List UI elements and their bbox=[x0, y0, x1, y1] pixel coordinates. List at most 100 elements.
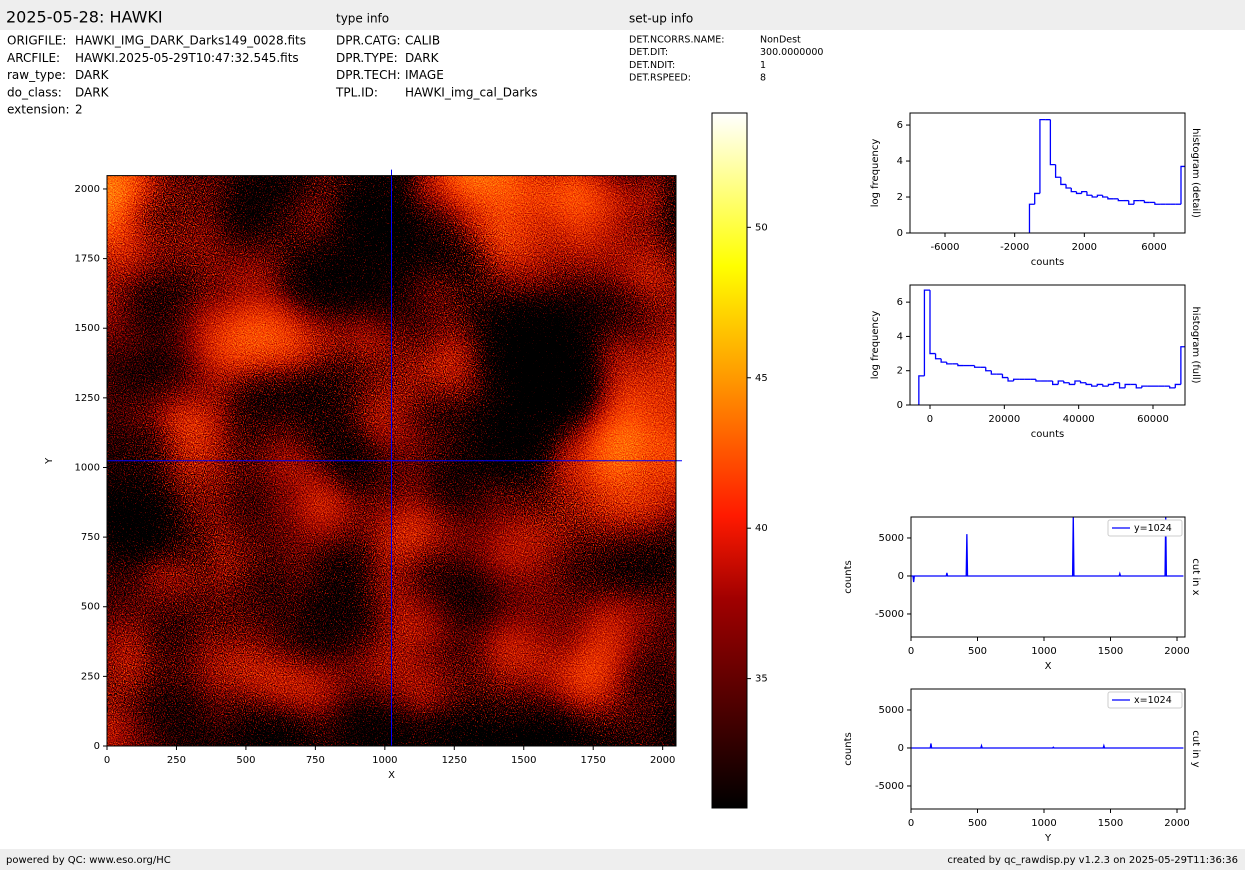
info-label: raw_type: bbox=[7, 68, 66, 82]
axes-frame bbox=[909, 284, 1186, 406]
y-tick-label: -5000 bbox=[875, 781, 904, 792]
histogram-step bbox=[1068, 382, 1075, 386]
info-label: DET.NCORRS.NAME: bbox=[629, 35, 725, 46]
histogram-step bbox=[1118, 382, 1126, 389]
x-tick-label: 1500 bbox=[1098, 818, 1123, 829]
y-tick-label: -5000 bbox=[875, 609, 904, 620]
x-tick-label: 2000 bbox=[1164, 818, 1189, 829]
histogram-step bbox=[1128, 200, 1134, 205]
histogram-step bbox=[1154, 202, 1161, 205]
histogram-step bbox=[1091, 384, 1098, 387]
histogram-step bbox=[1180, 346, 1185, 385]
histogram-step bbox=[1081, 190, 1087, 194]
histogram-step bbox=[1070, 188, 1077, 193]
y-tick-label: 6 bbox=[897, 297, 903, 308]
info-label: DET.NDIT: bbox=[629, 60, 675, 71]
y-tick-label: 0 bbox=[897, 400, 903, 411]
y-tick-label: 5000 bbox=[879, 533, 904, 544]
info-value: DARK bbox=[75, 68, 110, 82]
plot-area bbox=[911, 517, 1184, 583]
plot-area bbox=[918, 289, 1185, 405]
y-tick-label: 0 bbox=[94, 741, 100, 752]
histogram-step bbox=[1174, 383, 1181, 388]
y-tick-label: 40 bbox=[755, 523, 768, 534]
histogram-step bbox=[1034, 192, 1040, 205]
y-tick-label: 35 bbox=[755, 674, 768, 685]
x-axis-label: counts bbox=[1031, 429, 1064, 440]
legend-label: x=1024 bbox=[1134, 695, 1172, 706]
y-tick-label: 4 bbox=[897, 331, 903, 342]
histogram-step bbox=[990, 370, 997, 375]
info-label: DPR.TYPE: bbox=[336, 51, 398, 65]
histogram-step bbox=[1075, 191, 1082, 195]
x-tick-label: 250 bbox=[167, 755, 186, 766]
histogram-step bbox=[1074, 380, 1081, 385]
histogram-step bbox=[1060, 177, 1067, 186]
y-tick-label: 0 bbox=[898, 571, 904, 582]
histogram-step bbox=[1057, 380, 1064, 385]
histogram-step bbox=[1091, 195, 1098, 198]
x-tick-label: 1000 bbox=[1031, 646, 1056, 657]
y-tick-label: 2 bbox=[897, 192, 903, 203]
info-value: 300.0000000 bbox=[760, 47, 823, 58]
info-value: 8 bbox=[760, 73, 766, 84]
info-label: TPL.ID: bbox=[335, 85, 378, 99]
info-label: ARCFILE: bbox=[7, 51, 60, 65]
x-tick-label: 2000 bbox=[1164, 646, 1189, 657]
histogram-step bbox=[1107, 197, 1114, 200]
y-tick-label: 2 bbox=[897, 366, 903, 377]
x-tick-label: 40000 bbox=[1063, 414, 1095, 425]
histogram-step bbox=[1180, 165, 1185, 205]
x-tick-label: 6000 bbox=[1141, 242, 1166, 253]
legend-box bbox=[1107, 519, 1183, 537]
info-label: DET.RSPEED: bbox=[629, 73, 691, 84]
x-tick-label: 1250 bbox=[442, 755, 467, 766]
histogram-step bbox=[1052, 381, 1059, 386]
axes-frame bbox=[910, 516, 1186, 638]
x-tick-label: 1500 bbox=[511, 755, 536, 766]
plot-area bbox=[911, 743, 1184, 749]
histogram-step bbox=[1143, 200, 1150, 204]
histogram-step bbox=[1086, 191, 1093, 196]
histogram-step bbox=[1102, 384, 1109, 387]
y-tick-label: 1750 bbox=[75, 254, 100, 265]
info-value: DARK bbox=[405, 51, 440, 65]
y-tick-label: 1500 bbox=[75, 323, 100, 334]
histogram-step bbox=[1117, 198, 1124, 202]
x-tick-label: 0 bbox=[908, 818, 914, 829]
histogram-step bbox=[1039, 119, 1046, 194]
histogram-step bbox=[1007, 377, 1014, 382]
info-value: IMAGE bbox=[405, 68, 444, 82]
section-heading: type info bbox=[336, 12, 389, 26]
y-tick-label: 750 bbox=[81, 532, 100, 543]
y-axis-label: Y bbox=[44, 457, 55, 465]
info-label: do_class: bbox=[7, 85, 62, 99]
y-tick-label: 4 bbox=[897, 156, 903, 167]
plot-area bbox=[1028, 119, 1185, 233]
x-tick-label: 0 bbox=[908, 646, 914, 657]
section-heading: set-up info bbox=[629, 12, 693, 26]
x-tick-label: 750 bbox=[306, 755, 325, 766]
histogram-step bbox=[918, 375, 925, 405]
histogram-step bbox=[1101, 195, 1108, 198]
histogram-step bbox=[1063, 381, 1070, 384]
info-label: DPR.TECH: bbox=[336, 68, 401, 82]
x-tick-label: 0 bbox=[927, 414, 933, 425]
x-tick-label: 1000 bbox=[1031, 818, 1056, 829]
x-axis-label: counts bbox=[1031, 257, 1064, 268]
histogram-step bbox=[1107, 383, 1114, 387]
chart-title: histogram (detail) bbox=[1190, 128, 1201, 218]
histogram-step bbox=[1096, 383, 1103, 387]
histogram-step bbox=[1065, 184, 1072, 189]
y-tick-label: 6 bbox=[897, 120, 903, 131]
y-tick-label: 0 bbox=[897, 228, 903, 239]
histogram-step bbox=[1079, 381, 1087, 384]
x-tick-label: -2000 bbox=[1000, 242, 1029, 253]
histogram-step bbox=[1054, 164, 1061, 178]
x-tick-label: 500 bbox=[968, 646, 987, 657]
x-axis-label: X bbox=[388, 770, 395, 781]
chart-title: cut in y bbox=[1190, 730, 1201, 767]
histogram-step bbox=[1012, 378, 1020, 381]
y-axis-label: log frequency bbox=[870, 311, 881, 380]
